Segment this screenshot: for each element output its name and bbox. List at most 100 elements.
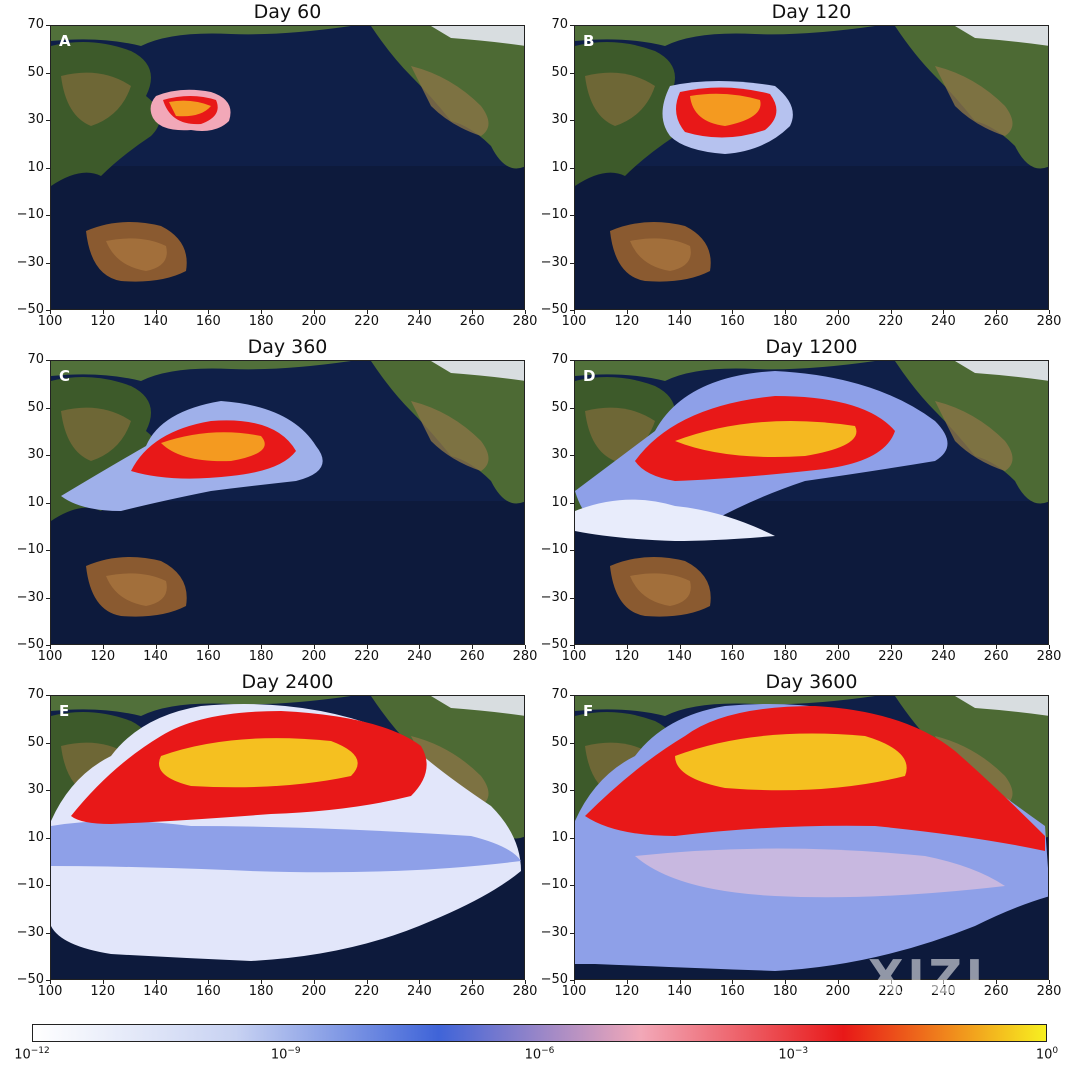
x-tick-label: 160 bbox=[195, 649, 221, 664]
y-tick-label: 10 bbox=[551, 159, 568, 175]
map-image: B bbox=[574, 25, 1049, 310]
x-tick-mark bbox=[1049, 645, 1050, 649]
watermark: XIZI bbox=[868, 950, 988, 1004]
y-tick-mark bbox=[570, 597, 574, 599]
y-tick-label: −30 bbox=[16, 924, 44, 940]
x-tick-label: 260 bbox=[459, 984, 485, 999]
y-tick-mark bbox=[570, 932, 574, 934]
y-tick-label: 10 bbox=[27, 494, 44, 510]
y-tick-label: −50 bbox=[16, 637, 44, 652]
map-panel-f: Day 3600 F 70 50 30 10 −10 −30 −50 100 120 140 160… bbox=[524, 670, 1062, 1000]
panel-letter: C bbox=[59, 367, 71, 385]
x-tick-label: 120 bbox=[614, 984, 640, 999]
y-tick-mark bbox=[570, 695, 574, 696]
y-tick-label: 30 bbox=[27, 447, 44, 462]
x-tick-label: 180 bbox=[772, 984, 798, 999]
y-tick-mark bbox=[46, 885, 50, 886]
y-tick-label: 50 bbox=[551, 734, 568, 750]
x-tick-mark bbox=[155, 310, 157, 314]
y-tick-mark bbox=[46, 597, 50, 599]
x-tick-label: 240 bbox=[407, 314, 432, 329]
y-tick-label: 50 bbox=[27, 734, 44, 750]
y-tick-mark bbox=[570, 550, 574, 551]
x-tick-mark bbox=[261, 645, 263, 649]
x-tick-label: 180 bbox=[248, 649, 274, 664]
x-tick-mark bbox=[785, 980, 787, 984]
y-tick-label: 70 bbox=[551, 17, 568, 32]
x-tick-mark bbox=[626, 980, 628, 984]
x-tick-mark bbox=[419, 310, 421, 314]
x-tick-label: 160 bbox=[195, 314, 221, 329]
panel-letter: A bbox=[59, 32, 71, 50]
x-tick-mark bbox=[155, 645, 157, 649]
x-tick-mark bbox=[208, 310, 210, 314]
x-tick-mark bbox=[996, 645, 998, 649]
x-tick-mark bbox=[208, 645, 210, 649]
y-tick-label: 30 bbox=[551, 112, 568, 127]
x-tick-label: 280 bbox=[512, 649, 538, 664]
x-tick-label: 120 bbox=[90, 314, 116, 329]
x-tick-mark bbox=[837, 980, 839, 984]
y-tick-mark bbox=[46, 310, 50, 311]
y-tick-mark bbox=[46, 167, 50, 169]
x-tick-mark bbox=[50, 645, 51, 649]
x-tick-mark bbox=[1049, 980, 1050, 984]
y-tick-mark bbox=[46, 695, 50, 696]
map-panel-c: Day 360 C 70 50 30 10 −10 −30 −50 100 120 140 160 1… bbox=[0, 335, 538, 665]
y-tick-mark bbox=[570, 72, 574, 74]
y-tick-mark bbox=[570, 980, 574, 981]
y-tick-mark bbox=[46, 407, 50, 409]
x-tick-label: 280 bbox=[512, 314, 538, 329]
map-panel-d: Day 1200 D 70 50 30 10 −10 −30 −50 100 120 140 160… bbox=[524, 335, 1062, 665]
x-tick-label: 260 bbox=[459, 649, 485, 664]
y-tick-label: −50 bbox=[540, 637, 568, 652]
x-tick-label: 200 bbox=[301, 984, 327, 999]
x-tick-label: 200 bbox=[301, 314, 327, 329]
y-tick-label: −30 bbox=[540, 589, 568, 605]
y-tick-label: 10 bbox=[551, 829, 568, 845]
y-tick-mark bbox=[46, 262, 50, 264]
x-tick-label: 180 bbox=[248, 314, 274, 329]
x-tick-mark bbox=[525, 980, 526, 984]
x-tick-label: 140 bbox=[143, 314, 168, 329]
y-tick-label: −30 bbox=[540, 254, 568, 270]
x-tick-label: 280 bbox=[1036, 649, 1062, 664]
x-tick-mark bbox=[943, 980, 945, 984]
panel-letter: E bbox=[59, 702, 70, 720]
x-tick-label: 120 bbox=[614, 314, 640, 329]
x-tick-mark bbox=[366, 310, 368, 314]
x-tick-mark bbox=[419, 980, 421, 984]
x-tick-mark bbox=[574, 980, 575, 984]
x-tick-label: 280 bbox=[512, 984, 538, 999]
x-tick-label: 200 bbox=[825, 649, 851, 664]
x-tick-label: 240 bbox=[407, 649, 432, 664]
x-tick-mark bbox=[996, 980, 998, 984]
y-tick-label: −50 bbox=[16, 972, 44, 987]
x-tick-label: 100 bbox=[561, 314, 587, 329]
y-tick-label: 70 bbox=[551, 352, 568, 367]
panel-letter: F bbox=[583, 702, 594, 720]
x-tick-label: 140 bbox=[667, 314, 692, 329]
x-tick-mark bbox=[837, 645, 839, 649]
x-tick-mark bbox=[679, 980, 681, 984]
x-tick-label: 100 bbox=[37, 984, 63, 999]
x-tick-mark bbox=[943, 645, 945, 649]
x-tick-label: 140 bbox=[667, 984, 692, 999]
x-tick-label: 200 bbox=[825, 984, 851, 999]
x-tick-mark bbox=[732, 310, 734, 314]
y-tick-mark bbox=[570, 120, 574, 121]
x-tick-mark bbox=[890, 310, 892, 314]
x-tick-mark bbox=[890, 645, 892, 649]
x-tick-label: 100 bbox=[37, 314, 63, 329]
y-tick-mark bbox=[570, 360, 574, 361]
x-tick-label: 180 bbox=[248, 984, 274, 999]
y-tick-label: −30 bbox=[540, 924, 568, 940]
x-tick-mark bbox=[943, 310, 945, 314]
x-tick-mark bbox=[102, 980, 104, 984]
colorbar-tick-label: 10−12 bbox=[14, 1046, 50, 1063]
x-tick-label: 240 bbox=[931, 649, 956, 664]
x-tick-mark bbox=[890, 980, 892, 984]
x-tick-label: 140 bbox=[143, 649, 168, 664]
y-tick-mark bbox=[46, 550, 50, 551]
y-tick-mark bbox=[570, 885, 574, 886]
